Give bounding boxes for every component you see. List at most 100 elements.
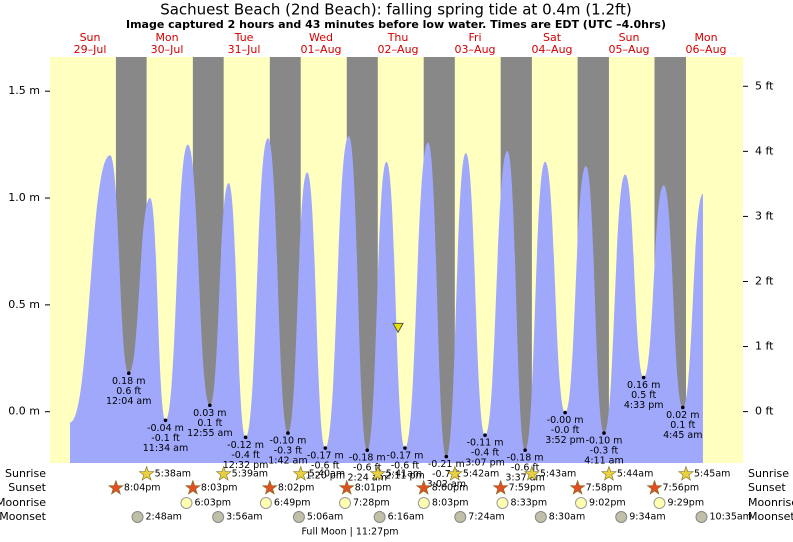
low-tide-height-ft: -0.6 ft bbox=[391, 461, 420, 472]
low-tide-point bbox=[523, 448, 527, 452]
moonrise-icon bbox=[180, 497, 193, 509]
low-tide-height-ft: 0.6 ft bbox=[116, 386, 141, 397]
low-tide-height-m: -0.18 m bbox=[507, 453, 544, 464]
low-tide-height-ft: -0.4 ft bbox=[231, 450, 260, 461]
sunrise-icon bbox=[600, 465, 617, 481]
sunset-icon bbox=[492, 479, 509, 495]
low-tide-point bbox=[483, 433, 487, 438]
moonset-icon bbox=[131, 511, 144, 523]
y-tick-label: 0.0 m bbox=[8, 405, 40, 418]
sunrise-icon bbox=[138, 465, 155, 481]
event-time: 3:56am bbox=[226, 512, 262, 523]
low-tide-height-ft: 0.1 ft bbox=[670, 420, 695, 431]
event-time: 7:28pm bbox=[353, 498, 390, 509]
row-label-right: Sunrise bbox=[748, 467, 789, 480]
low-tide-height-ft: 0.5 ft bbox=[631, 390, 656, 401]
low-tide-height-ft: 0.1 ft bbox=[197, 418, 222, 429]
event-time: 8:30am bbox=[549, 512, 585, 523]
moonrise-icon bbox=[417, 497, 430, 509]
low-tide-point bbox=[444, 454, 449, 459]
event-time: 5:45am bbox=[694, 469, 730, 480]
low-tide-point bbox=[323, 446, 328, 450]
event-time: 5:44am bbox=[617, 469, 653, 480]
event-time: 5:06am bbox=[307, 512, 343, 523]
low-tide-time: 2:11 pm bbox=[385, 471, 425, 482]
moonset-icon bbox=[454, 511, 467, 523]
row-label-right: Sunset bbox=[748, 481, 786, 494]
low-tide-height-m: -0.10 m bbox=[586, 436, 623, 447]
day-name: Wed bbox=[309, 31, 333, 44]
event-time: 8:02pm bbox=[278, 483, 315, 494]
y2-tick-label: 0 ft bbox=[755, 405, 774, 418]
moonset-icon bbox=[292, 511, 305, 523]
day-date: 06–Aug bbox=[686, 43, 727, 56]
low-tide-height-m: -0.17 m bbox=[387, 451, 424, 462]
day-name: Sun bbox=[619, 31, 640, 44]
day-name: Mon bbox=[694, 31, 717, 44]
day-name: Fri bbox=[468, 31, 481, 44]
event-time: 5:39am bbox=[232, 469, 268, 480]
low-tide-height-m: 0.16 m bbox=[627, 380, 660, 391]
low-tide-point bbox=[126, 371, 131, 376]
event-time: 7:56pm bbox=[662, 483, 699, 494]
low-tide-point bbox=[365, 448, 370, 452]
low-tide-time: 12:32 pm bbox=[223, 460, 269, 471]
low-tide-time: 1:42 am bbox=[268, 456, 307, 467]
low-tide-height-ft: -0.3 ft bbox=[590, 446, 619, 457]
low-tide-point bbox=[243, 435, 248, 440]
moonset-icon bbox=[212, 511, 225, 523]
day-date: 30–Jul bbox=[151, 43, 184, 56]
low-tide-point bbox=[286, 431, 290, 435]
low-tide-point bbox=[680, 405, 685, 410]
low-tide-time: 4:11 am bbox=[584, 456, 623, 467]
low-tide-height-m: -0.04 m bbox=[147, 423, 184, 434]
day-date: 29–Jul bbox=[74, 43, 107, 56]
event-time: 7:24am bbox=[468, 512, 504, 523]
low-tide-time: 2:24 am bbox=[348, 473, 387, 484]
event-time: 5:38am bbox=[155, 469, 191, 480]
event-time: 10:35am bbox=[709, 512, 751, 523]
low-tide-time: 3:37 am bbox=[505, 473, 544, 484]
day-name: Sat bbox=[543, 31, 562, 44]
low-tide-time: 3:07 pm bbox=[465, 458, 505, 469]
sunset-icon bbox=[184, 479, 201, 495]
low-tide-point bbox=[208, 403, 212, 408]
row-label-right: Moonrise bbox=[748, 496, 793, 509]
event-time: 8:04pm bbox=[124, 483, 161, 494]
event-time: 9:29pm bbox=[667, 498, 704, 509]
y-tick-label: 0.5 m bbox=[8, 298, 40, 311]
day-date: 02–Aug bbox=[378, 43, 419, 56]
sunset-icon bbox=[107, 479, 124, 495]
day-name: Mon bbox=[155, 31, 178, 44]
low-tide-point bbox=[403, 446, 407, 450]
event-time: 8:01pm bbox=[355, 483, 392, 494]
day-name: Tue bbox=[234, 31, 254, 44]
low-tide-time: 3:52 pm bbox=[545, 435, 585, 446]
day-name: Sun bbox=[80, 31, 101, 44]
event-time: 5:43am bbox=[540, 469, 576, 480]
chart-title: Sachuest Beach (2nd Beach): falling spri… bbox=[160, 1, 632, 19]
event-time: 8:03pm bbox=[432, 498, 469, 509]
row-label-right: Moonset bbox=[748, 510, 793, 523]
y-tick-label: 1.0 m bbox=[8, 191, 40, 204]
low-tide-point bbox=[563, 410, 567, 415]
low-tide-time: 3:02 am bbox=[427, 479, 466, 490]
low-tide-time: 12:55 am bbox=[187, 428, 232, 439]
low-tide-point bbox=[163, 418, 168, 423]
sunset-icon bbox=[646, 479, 663, 495]
sunrise-icon bbox=[369, 465, 386, 481]
sunset-icon bbox=[338, 479, 355, 495]
day-date: 31–Jul bbox=[228, 43, 261, 56]
low-tide-point bbox=[602, 431, 606, 435]
moonset-icon bbox=[695, 511, 708, 523]
plot-area bbox=[70, 57, 703, 463]
row-label: Moonset bbox=[0, 510, 47, 523]
sunset-icon bbox=[569, 479, 586, 495]
low-tide-height-ft: -0.6 ft bbox=[511, 463, 540, 474]
low-tide-time: 1:20 pm bbox=[305, 471, 345, 482]
low-tide-height-m: -0.17 m bbox=[307, 451, 344, 462]
day-date: 04–Aug bbox=[532, 43, 573, 56]
low-tide-time: 12:04 am bbox=[106, 396, 151, 407]
event-time: 6:16am bbox=[388, 512, 424, 523]
